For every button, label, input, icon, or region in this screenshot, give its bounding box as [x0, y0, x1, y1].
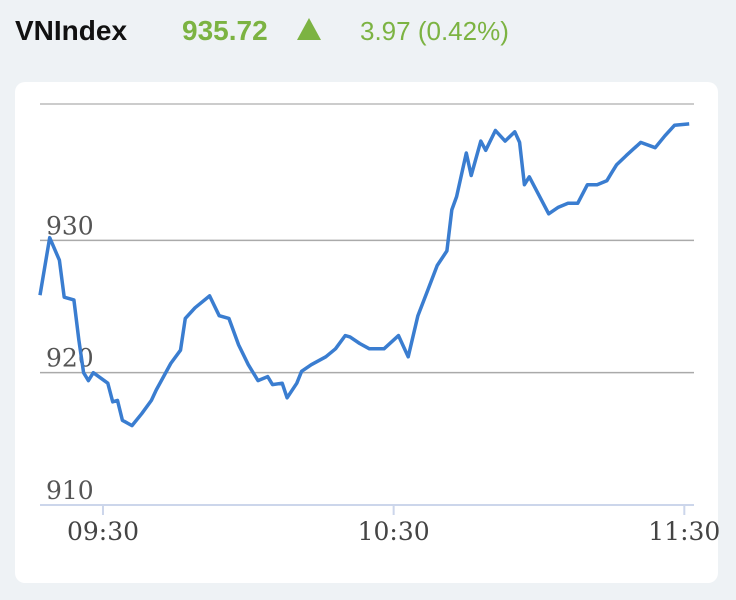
up-arrow	[297, 18, 321, 40]
x-tick-label: 11:30	[648, 517, 720, 546]
index-change: 3.97 (0.42%)	[360, 16, 509, 46]
price-line	[38, 122, 690, 428]
index-value: 935.72	[182, 15, 268, 46]
chart-card	[15, 82, 718, 583]
y-tick-label: 920	[46, 344, 94, 373]
x-tick-label: 09:30	[67, 517, 139, 546]
x-tick-label: 10:30	[358, 517, 430, 546]
y-tick-label: 930	[46, 211, 94, 240]
y-tick-label: 910	[46, 476, 94, 505]
index-name: VNIndex	[15, 15, 127, 46]
